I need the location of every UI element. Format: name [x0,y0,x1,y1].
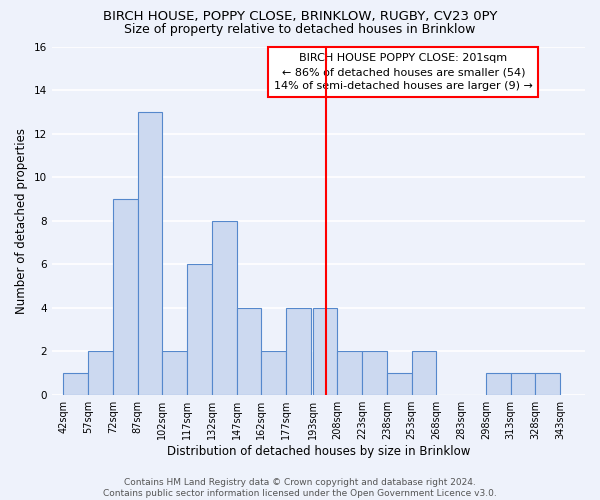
Bar [412,351,436,395]
Bar [535,373,560,394]
Bar [362,351,387,395]
Bar [212,220,236,394]
Y-axis label: Number of detached properties: Number of detached properties [15,128,28,314]
Bar [387,373,412,394]
Bar [313,308,337,394]
Text: Contains HM Land Registry data © Crown copyright and database right 2024.
Contai: Contains HM Land Registry data © Crown c… [103,478,497,498]
Bar [113,199,137,394]
Bar [88,351,113,395]
Bar [262,351,286,395]
Bar [63,373,88,394]
Bar [286,308,311,394]
X-axis label: Distribution of detached houses by size in Brinklow: Distribution of detached houses by size … [167,444,470,458]
Bar [236,308,262,394]
Text: BIRCH HOUSE, POPPY CLOSE, BRINKLOW, RUGBY, CV23 0PY: BIRCH HOUSE, POPPY CLOSE, BRINKLOW, RUGB… [103,10,497,23]
Bar [137,112,162,395]
Bar [486,373,511,394]
Bar [511,373,535,394]
Text: BIRCH HOUSE POPPY CLOSE: 201sqm
← 86% of detached houses are smaller (54)
14% of: BIRCH HOUSE POPPY CLOSE: 201sqm ← 86% of… [274,53,533,91]
Text: Size of property relative to detached houses in Brinklow: Size of property relative to detached ho… [124,22,476,36]
Bar [337,351,362,395]
Bar [162,351,187,395]
Bar [187,264,212,394]
